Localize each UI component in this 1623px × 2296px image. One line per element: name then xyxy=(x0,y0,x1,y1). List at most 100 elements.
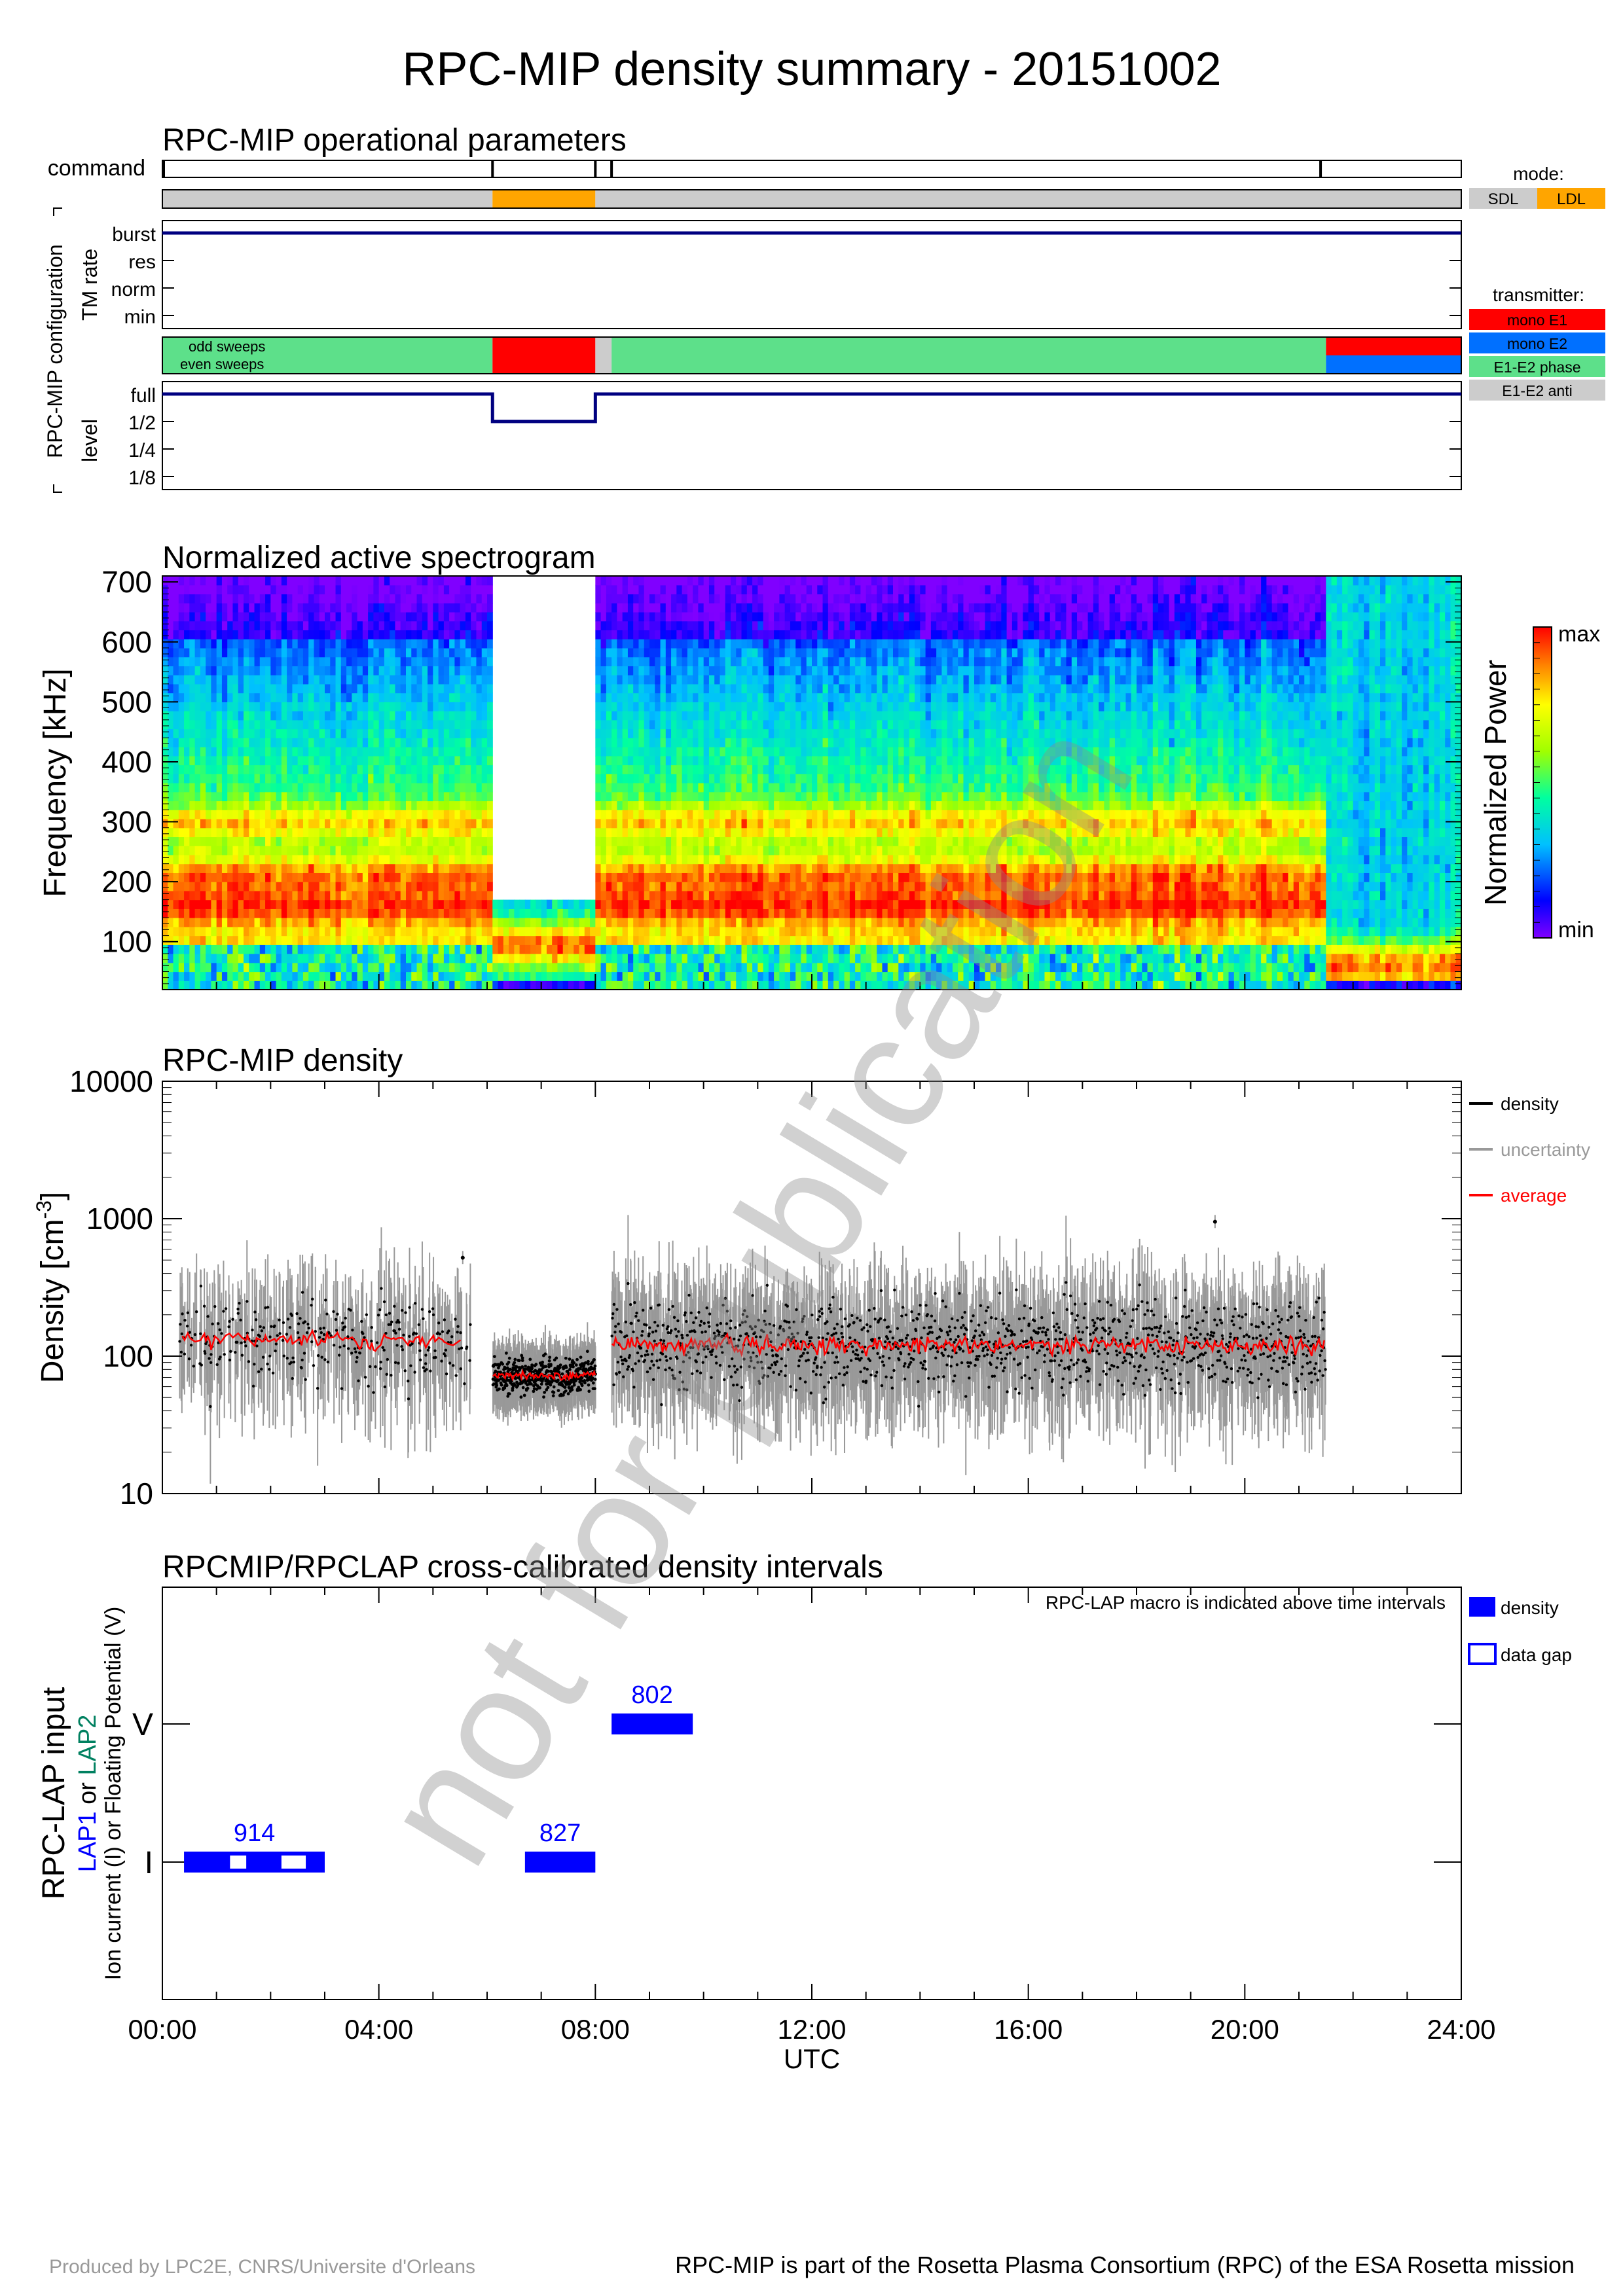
spectrogram-cell xyxy=(514,980,520,990)
spectrogram-cell xyxy=(784,971,791,981)
spectrogram-cell xyxy=(703,836,710,846)
spectrogram-cell xyxy=(428,827,433,838)
spectrogram-cell xyxy=(465,827,471,838)
spectrogram-cell xyxy=(725,962,731,973)
spectrogram-cell xyxy=(384,675,390,685)
spectrogram-cell xyxy=(633,954,640,963)
spectrogram-cell xyxy=(276,791,282,802)
spectrogram-cell xyxy=(270,854,277,865)
spectrogram-cell xyxy=(340,603,347,613)
spectrogram-cell xyxy=(297,747,304,757)
spectrogram-cell xyxy=(276,800,282,810)
spectrogram-cell xyxy=(400,711,407,721)
spectrogram-cell xyxy=(806,719,812,730)
spectrogram-cell xyxy=(784,800,791,810)
spectrogram-cell xyxy=(254,603,261,613)
spectrogram-cell xyxy=(763,908,769,918)
spectrogram-cell xyxy=(270,935,277,945)
spectrogram-cell xyxy=(687,639,693,649)
spectrogram-cell xyxy=(487,935,493,945)
spectrogram-cell xyxy=(817,890,824,901)
spectrogram-cell xyxy=(238,810,244,819)
spectrogram-cell xyxy=(259,818,266,829)
spectrogram-cell xyxy=(265,846,271,855)
spectrogram-cell xyxy=(617,728,623,738)
spectrogram-cell xyxy=(259,764,266,774)
spectrogram-cell xyxy=(422,764,428,774)
spectrogram-cell xyxy=(259,747,266,757)
spectrogram-cell xyxy=(779,647,786,658)
spectrogram-cell xyxy=(633,846,640,855)
spectrogram-cell xyxy=(287,711,293,721)
spectrogram-cell xyxy=(189,675,196,685)
spectrogram-cell xyxy=(428,935,433,945)
spectrogram-cell xyxy=(460,962,466,973)
spectrogram-cell xyxy=(362,603,369,613)
spectrogram-cell xyxy=(687,783,693,793)
spectrogram-cell xyxy=(211,954,217,963)
spectrogram-cell xyxy=(302,954,309,963)
spectrogram-cell xyxy=(503,944,509,954)
spectrogram-cell xyxy=(460,702,466,711)
spectrogram-cell xyxy=(801,630,807,639)
spectrogram-cell xyxy=(649,711,655,721)
spectrogram-cell xyxy=(487,908,493,918)
spectrogram-cell xyxy=(644,630,650,639)
spectrogram-cell xyxy=(319,603,325,613)
spectrogram-cell xyxy=(655,774,661,783)
spectrogram-cell xyxy=(676,935,683,945)
sweep-bar xyxy=(162,337,1461,374)
spectrogram-cell xyxy=(206,836,211,846)
spectrogram-cell xyxy=(671,791,677,802)
spectrogram-cell xyxy=(714,620,721,631)
spectrogram-cell xyxy=(460,666,466,675)
spectrogram-cell xyxy=(703,935,710,945)
spectrogram-cell xyxy=(259,899,266,909)
spectrogram-cell xyxy=(416,611,423,622)
spectrogram-cell xyxy=(698,846,704,855)
spectrogram-cell xyxy=(292,863,299,873)
spectrogram-cell xyxy=(206,818,211,829)
spectrogram-cell xyxy=(357,908,363,918)
spectrogram-cell xyxy=(352,755,358,766)
spectrogram-cell xyxy=(211,692,217,702)
spectrogram-cell xyxy=(265,719,271,730)
spectrogram-cell xyxy=(281,890,287,901)
spectrogram-cell xyxy=(746,783,753,793)
spectrogram-cell xyxy=(487,711,493,721)
spectrogram-cell xyxy=(308,827,315,838)
spectrogram-cell xyxy=(795,800,802,810)
spectrogram-cell xyxy=(449,846,455,855)
spectrogram-cell xyxy=(768,630,775,639)
spectrogram-cell xyxy=(254,836,261,846)
spectrogram-cell xyxy=(584,954,591,963)
spectrogram-cell xyxy=(617,576,623,586)
spectrogram-cell xyxy=(308,882,315,891)
spectrogram-cell xyxy=(428,675,433,685)
spectrogram-cell xyxy=(314,899,320,909)
spectrogram-cell xyxy=(433,747,439,757)
spectrogram-cell xyxy=(384,603,390,613)
spectrogram-cell xyxy=(812,783,818,793)
spectrogram-cell xyxy=(779,971,786,981)
spectrogram-cell xyxy=(362,783,369,793)
spectrogram-cell xyxy=(254,747,261,757)
spectrogram-cell xyxy=(752,764,758,774)
spectrogram-cell xyxy=(476,810,483,819)
spectrogram-cell xyxy=(206,890,211,901)
spectrogram-cell xyxy=(162,656,168,666)
spectrogram-cell xyxy=(259,611,266,622)
spectrogram-cell xyxy=(244,719,249,730)
spectrogram-cell xyxy=(752,882,758,891)
spectrogram-cell xyxy=(357,971,363,981)
spectrogram-cell xyxy=(162,872,168,882)
spectrogram-cell xyxy=(249,666,255,675)
spectrogram-cell xyxy=(795,846,802,855)
spectrogram-cell xyxy=(703,747,710,757)
spectrogram-cell xyxy=(562,899,569,909)
spectrogram-cell xyxy=(302,899,309,909)
spectrogram-cell xyxy=(221,647,228,658)
spectrogram-cell xyxy=(746,755,753,766)
spectrogram-cell xyxy=(168,774,174,783)
spectrogram-cell xyxy=(698,647,704,658)
